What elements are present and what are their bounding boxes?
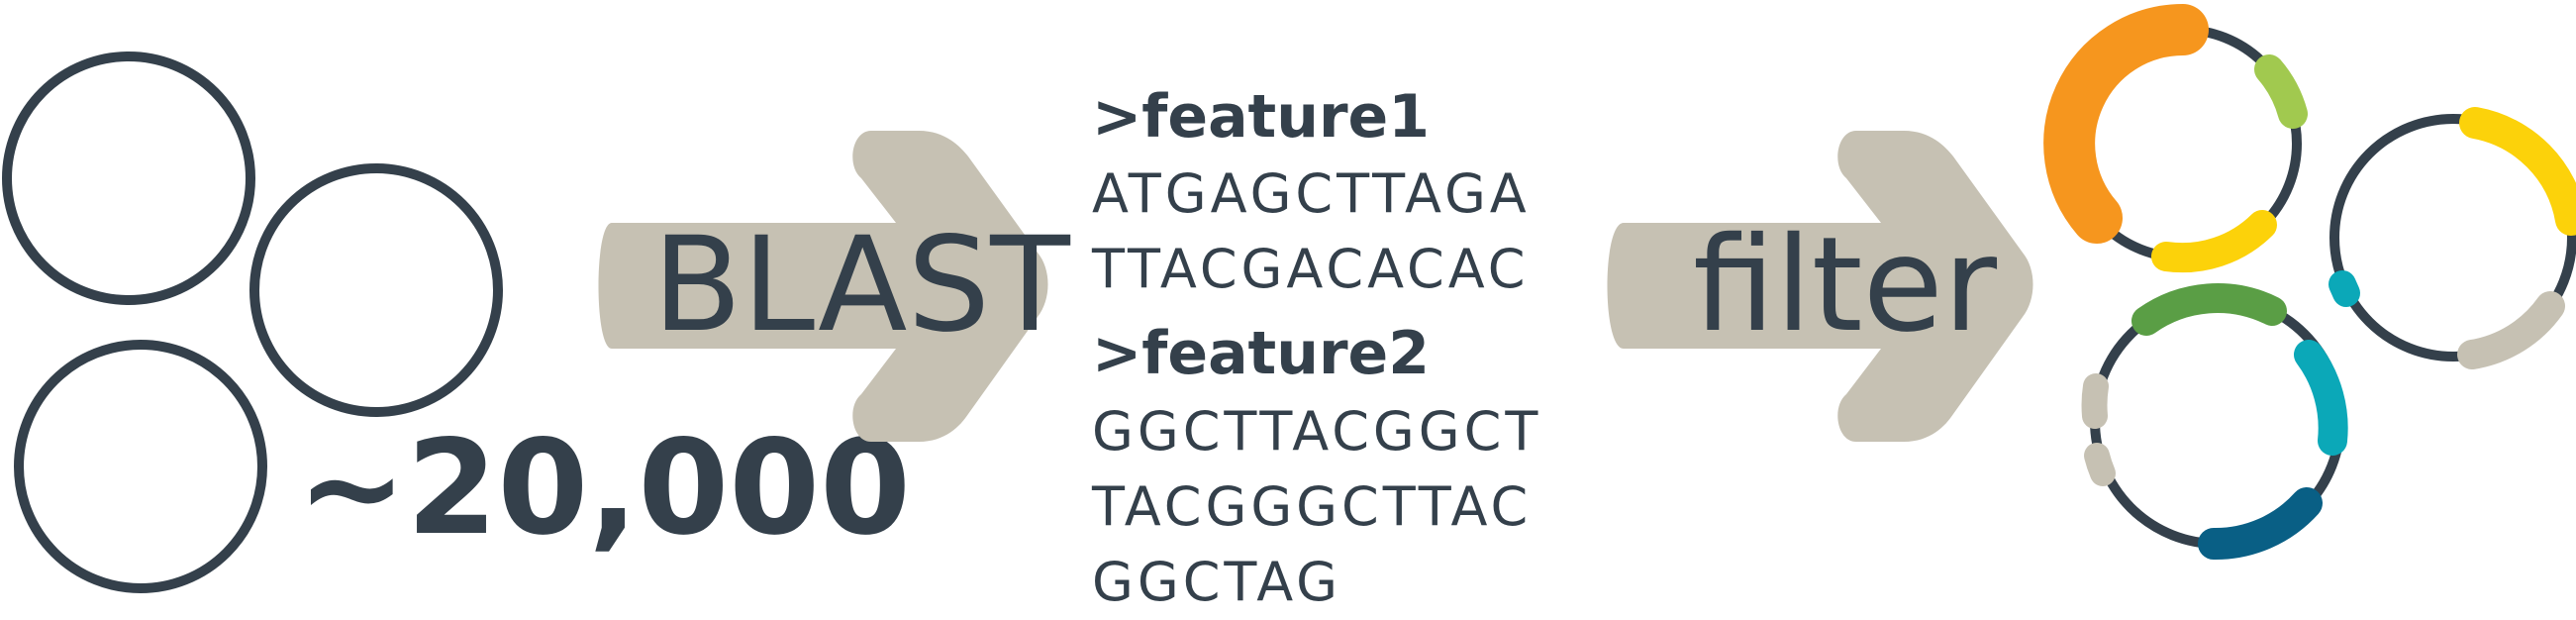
sequence-line-3: GGCTTACGGCT [1092, 400, 1541, 463]
plasmid-3-blue-feature [2198, 487, 2323, 560]
fasta-block: >feature1 ATGAGCTTAGA TTACGACACAC >featu… [1091, 82, 1541, 613]
input-plasmid-group [2, 52, 503, 593]
plasmid-2-backbone [2329, 114, 2576, 362]
plasmid-3-gray-feature-2 [2084, 443, 2116, 486]
feature-header-1: >feature1 [1092, 82, 1430, 152]
plasmid-3-teal-feature [2294, 340, 2348, 456]
sequence-line-4: TACGGGCTTAC [1091, 475, 1532, 538]
input-plasmid-circle-1 [2, 52, 255, 305]
sequence-line-1: ATGAGCTTAGA [1092, 162, 1531, 225]
input-plasmid-circle-3 [14, 340, 267, 593]
blast-arrow-shape [598, 131, 1048, 442]
plasmid-2-yellow-feature [2459, 107, 2576, 236]
annotated-plasmid-2 [2328, 107, 2576, 369]
filter-arrow: filter [1607, 131, 2033, 442]
sequence-line-2: TTACGACACAC [1091, 238, 1529, 300]
sequence-count-label: ~20,000 [297, 412, 911, 565]
plasmid-3-gray-feature-1 [2081, 373, 2109, 429]
feature-header-2: >feature2 [1092, 319, 1430, 388]
sequence-line-5: GGCTAG [1092, 551, 1341, 613]
plasmid-1-yellow-feature [2151, 210, 2277, 273]
annotated-plasmid-1 [2043, 4, 2308, 273]
filter-label: filter [1693, 209, 1998, 362]
blast-arrow: BLAST [598, 131, 1071, 442]
plasmid-3-green-feature [2131, 283, 2287, 336]
annotated-plasmid-3 [2081, 283, 2348, 560]
plasmid-2-teal-feature [2328, 270, 2360, 307]
input-plasmid-circle-2 [249, 163, 503, 417]
plasmid-2-gray-feature [2457, 291, 2565, 369]
plasmid-1-orange-feature [2043, 4, 2209, 244]
plasmid-1-lime-feature [2254, 54, 2308, 129]
blast-label: BLAST [652, 209, 1071, 362]
filter-arrow-shape [1607, 131, 2033, 442]
